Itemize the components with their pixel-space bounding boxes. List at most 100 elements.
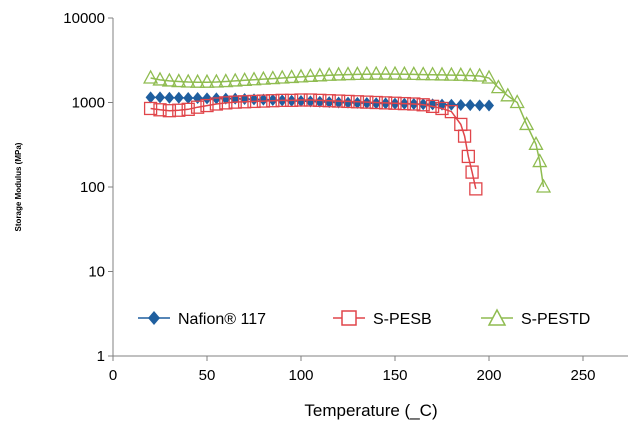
legend-label-nafion: Nafion® 117 (178, 311, 266, 328)
data-point (162, 104, 177, 118)
x-tick-label: 100 (288, 367, 313, 384)
x-tick-label: 0 (109, 367, 117, 384)
data-point (256, 94, 271, 108)
data-point (368, 65, 384, 80)
data-point (302, 67, 318, 82)
legend-label-spesb: S-PESB (373, 311, 432, 328)
legend-marker-spesb (341, 310, 357, 326)
data-point (173, 91, 184, 104)
data-point (171, 73, 187, 88)
data-point (343, 96, 353, 109)
data-point (333, 96, 344, 109)
data-point (190, 100, 205, 114)
data-point (313, 93, 327, 108)
x-axis-title: Temperature (_C) (304, 401, 437, 420)
data-point (181, 102, 195, 116)
legend: Nafion® 117 S-PESB S-PESTD (138, 308, 590, 328)
data-point (218, 73, 234, 88)
y-tick-label: 10 (88, 264, 105, 281)
y-axis-title: Storage Modulus (MPa) (14, 142, 23, 231)
data-point (246, 71, 262, 86)
data-point (340, 66, 356, 81)
data-point (293, 68, 309, 83)
legend-marker-nafion (148, 311, 160, 325)
series-layer (143, 65, 552, 196)
data-point (266, 94, 280, 108)
data-point (469, 182, 483, 196)
series-3 (143, 65, 552, 193)
data-point (324, 96, 335, 109)
data-point (416, 98, 430, 112)
series-line (150, 73, 545, 188)
data-point (153, 103, 167, 117)
plot-area: 1 10 100 1000 10000 0 50 100 150 200 250 (63, 10, 628, 384)
data-point (312, 67, 328, 82)
y-tick-label: 1 (97, 348, 105, 365)
data-point (255, 70, 271, 85)
data-point (219, 96, 233, 110)
data-point (446, 98, 457, 111)
data-point (444, 104, 459, 119)
data-point (443, 66, 459, 81)
data-point (484, 99, 494, 112)
data-point (388, 96, 402, 110)
data-point (396, 65, 412, 80)
data-point (202, 92, 212, 105)
data-point (397, 96, 412, 111)
legend-marker-spestd (487, 308, 507, 326)
data-point (265, 70, 281, 85)
data-point (455, 98, 466, 111)
legend-item-nafion: Nafion® 117 (138, 311, 266, 328)
data-point (500, 87, 516, 102)
data-point (200, 98, 214, 113)
data-point (331, 94, 346, 108)
data-point (360, 95, 374, 109)
y-tick-label: 1000 (72, 95, 105, 112)
data-point (472, 67, 488, 82)
data-point (247, 94, 261, 109)
data-point (228, 95, 242, 109)
data-point (284, 93, 299, 108)
data-point (425, 66, 441, 81)
data-point (535, 178, 552, 193)
data-point (434, 66, 450, 81)
data-point (369, 95, 383, 110)
data-point (378, 96, 393, 110)
data-point (378, 65, 394, 80)
data-point (152, 71, 168, 86)
data-point (532, 153, 548, 168)
data-point (407, 97, 421, 111)
data-point (284, 69, 300, 84)
data-point (237, 71, 253, 86)
data-point (349, 66, 365, 81)
data-point (164, 91, 175, 104)
series-2 (143, 93, 483, 196)
data-point (227, 72, 243, 87)
data-point (406, 66, 422, 81)
data-point (155, 91, 165, 104)
data-point (258, 93, 269, 106)
data-point (415, 66, 431, 81)
data-point (461, 149, 475, 164)
legend-item-spestd: S-PESTD (481, 308, 590, 328)
x-axis-ticks: 0 50 100 150 200 250 (109, 356, 596, 384)
data-point (220, 92, 231, 105)
data-point (143, 69, 159, 84)
x-tick-label: 150 (382, 367, 407, 384)
data-point (509, 94, 525, 109)
data-point (296, 95, 306, 108)
data-point (209, 97, 224, 111)
data-point (145, 91, 156, 104)
data-point (352, 96, 363, 109)
data-point (359, 65, 375, 80)
data-point (172, 103, 186, 117)
data-point (331, 66, 347, 81)
data-point (161, 72, 177, 87)
data-point (435, 101, 449, 116)
data-point (294, 93, 308, 107)
y-tick-label: 10000 (63, 10, 105, 27)
data-point (425, 99, 440, 114)
y-tick-label: 100 (80, 179, 105, 196)
data-point (237, 95, 252, 109)
